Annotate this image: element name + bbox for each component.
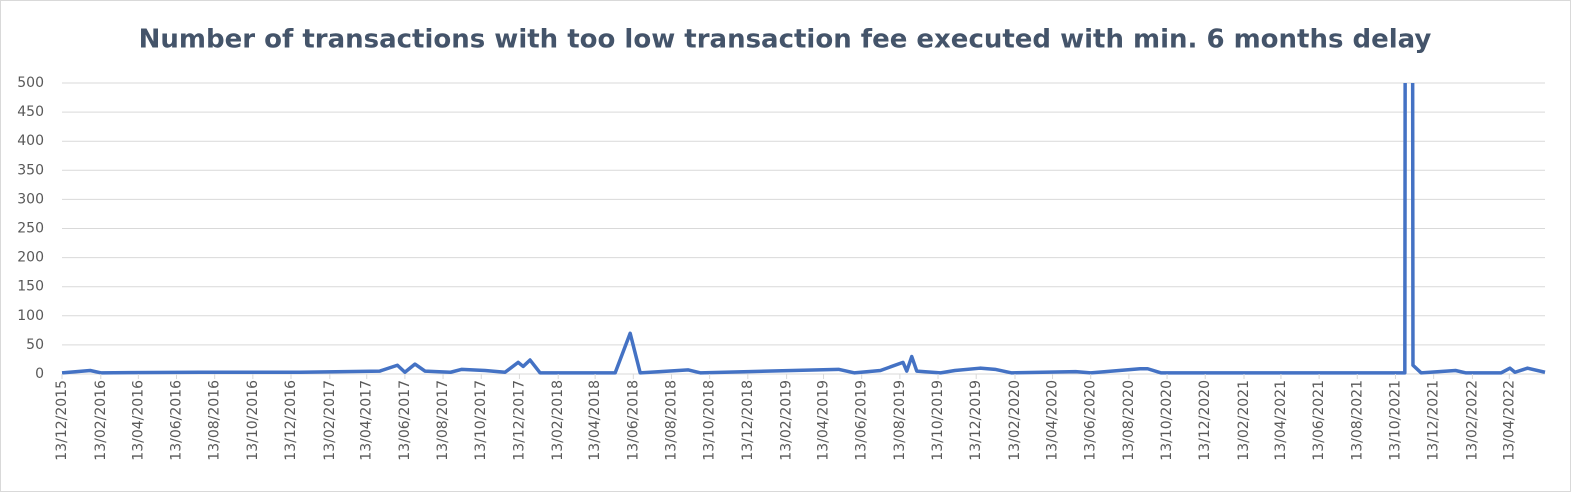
x-tick-label: 13/04/2022 <box>1501 380 1517 461</box>
x-tick-label: 13/08/2016 <box>207 380 223 461</box>
data-line <box>61 83 1546 375</box>
x-tick-label: 13/12/2015 <box>54 380 70 461</box>
y-tick-label: 350 <box>17 162 44 178</box>
x-tick-label: 13/04/2021 <box>1273 380 1289 461</box>
x-tick-label: 13/10/2017 <box>473 380 489 461</box>
x-tick-label: 13/06/2018 <box>625 380 641 461</box>
x-tick-label: 13/06/2017 <box>397 380 413 461</box>
x-tick-label: 13/10/2021 <box>1387 380 1403 461</box>
y-tick-label: 200 <box>17 250 44 266</box>
x-tick-label: 13/02/2021 <box>1236 380 1252 461</box>
x-tick-label: 13/06/2016 <box>169 380 185 461</box>
y-tick-label: 500 <box>17 75 44 91</box>
x-tick-label: 13/12/2019 <box>968 380 984 461</box>
x-tick-label: 13/08/2021 <box>1349 380 1365 461</box>
x-tick-label: 13/02/2022 <box>1464 380 1480 461</box>
x-tick-label: 13/12/2018 <box>740 380 756 461</box>
x-tick-label: 13/12/2016 <box>283 380 299 461</box>
y-tick-label: 100 <box>17 308 44 324</box>
x-tick-label: 13/12/2021 <box>1426 380 1442 461</box>
x-tick-label: 13/12/2017 <box>511 380 527 461</box>
x-tick-label: 13/06/2021 <box>1311 380 1327 461</box>
y-tick-label: 450 <box>17 104 44 120</box>
x-tick-label: 13/02/2019 <box>779 380 795 461</box>
x-tick-label: 13/06/2020 <box>1083 380 1099 461</box>
y-tick-label: 400 <box>17 133 44 149</box>
x-tick-label: 13/10/2018 <box>702 380 718 461</box>
y-tick-label: 250 <box>17 221 44 237</box>
x-tick-label: 13/04/2019 <box>816 380 832 461</box>
x-tick-label: 13/08/2019 <box>892 380 908 461</box>
x-tick-label: 13/06/2019 <box>854 380 870 461</box>
x-tick-label: 13/10/2019 <box>930 380 946 461</box>
x-tick-label: 13/04/2017 <box>359 380 375 461</box>
y-tick-label: 150 <box>17 279 44 295</box>
x-tick-label: 13/08/2020 <box>1121 380 1137 461</box>
x-tick-label: 13/02/2017 <box>322 380 338 461</box>
y-tick-label: 50 <box>26 337 44 353</box>
x-tick-label: 13/12/2020 <box>1197 380 1213 461</box>
x-tick-label: 13/10/2020 <box>1159 380 1175 461</box>
chart-title: Number of transactions with too low tran… <box>139 25 1432 55</box>
x-tick-label: 13/10/2016 <box>245 380 261 461</box>
x-tick-label: 13/02/2020 <box>1007 380 1023 461</box>
x-tick-label: 13/04/2016 <box>130 380 146 461</box>
x-tick-label: 13/02/2018 <box>550 380 566 461</box>
y-tick-label: 300 <box>17 191 44 207</box>
x-tick-label: 13/04/2020 <box>1045 380 1061 461</box>
x-tick-label: 13/04/2018 <box>587 380 603 461</box>
x-tick-label: 13/08/2017 <box>435 380 451 461</box>
x-tick-label: 13/08/2018 <box>663 380 679 461</box>
y-tick-label: 0 <box>35 366 44 382</box>
x-tick-label: 13/02/2016 <box>93 380 109 461</box>
